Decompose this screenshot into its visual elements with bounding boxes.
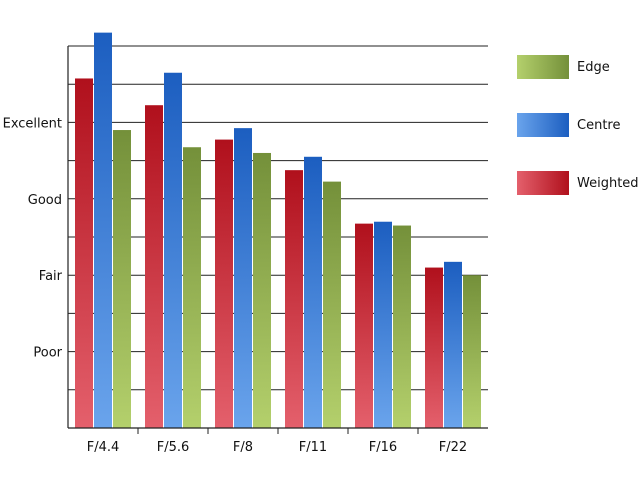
bar-weighted xyxy=(425,267,443,428)
bar-weighted xyxy=(215,139,233,428)
legend-label-centre: Centre xyxy=(577,117,621,133)
bar-centre xyxy=(304,156,322,428)
bar-weighted xyxy=(355,223,373,428)
bar-weighted xyxy=(145,105,163,429)
bar-edge xyxy=(463,275,481,428)
x-tick-label: F/22 xyxy=(439,440,467,455)
bar-edge xyxy=(113,130,131,429)
y-tick-label: Fair xyxy=(39,269,63,284)
bar-centre xyxy=(234,128,252,428)
legend-item-centre: Centre xyxy=(517,112,620,138)
x-tick-label: F/16 xyxy=(369,440,397,455)
bars xyxy=(75,32,481,429)
y-tick-label: Poor xyxy=(33,346,62,361)
gridlines xyxy=(68,45,488,391)
bar-centre xyxy=(94,32,112,428)
y-tick-label: Excellent xyxy=(3,116,62,131)
bar-centre xyxy=(164,72,182,429)
x-tick-label: F/5.6 xyxy=(157,440,190,455)
bar-weighted xyxy=(285,170,303,428)
legend-label-weighted: Weighted xyxy=(577,175,639,191)
bar-edge xyxy=(393,225,411,428)
y-tick-label: Good xyxy=(28,193,62,208)
x-tick-label: F/11 xyxy=(299,440,327,455)
legend-item-weighted: Weighted xyxy=(517,170,639,196)
legend-item-edge: Edge xyxy=(517,54,610,80)
legend-swatch-weighted xyxy=(517,171,569,195)
x-tick-label: F/8 xyxy=(233,440,253,455)
legend-label-edge: Edge xyxy=(577,59,610,75)
bar-weighted xyxy=(75,78,93,428)
legend-swatch-edge xyxy=(517,55,569,79)
bar-centre xyxy=(374,221,392,428)
bar-centre xyxy=(444,261,462,428)
legend-swatch-centre xyxy=(517,113,569,137)
x-tick-label: F/4.4 xyxy=(87,440,120,455)
bar-edge xyxy=(323,181,341,428)
axes xyxy=(67,46,488,434)
bar-edge xyxy=(253,152,271,428)
tick-labels: F/4.4 F/5.6 F/8 F/11 F/16 F/22 Poor Fair Good Exc… xyxy=(3,116,468,455)
bar-edge xyxy=(183,147,201,429)
